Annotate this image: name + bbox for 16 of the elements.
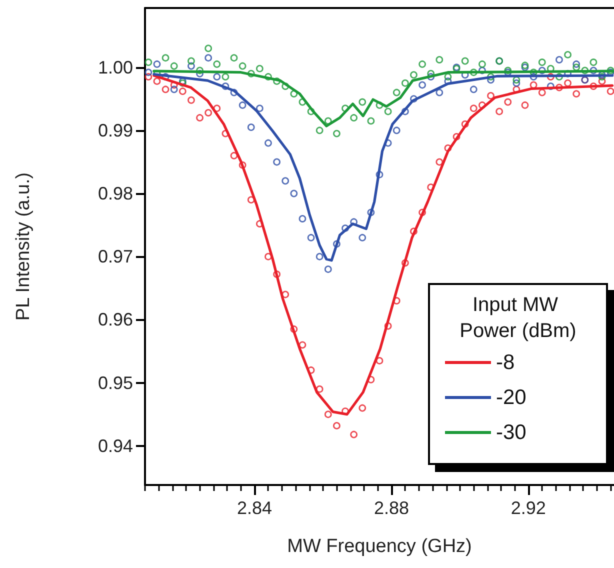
y-tick-label: 0.99 xyxy=(98,120,133,140)
y-tick-label: 1.00 xyxy=(98,57,133,78)
y-tick-label: 0.96 xyxy=(98,310,133,330)
y-axis-title: PL Intensity (a.u.) xyxy=(13,172,34,321)
legend-label: -8 xyxy=(496,351,515,374)
y-tick-label: 0.95 xyxy=(98,372,133,393)
legend-title: Input MW Power (dBm) xyxy=(460,294,576,342)
x-axis-title: MW Frequency (GHz) xyxy=(287,536,472,557)
x-tick-label: 2.84 xyxy=(237,498,272,518)
x-tick-label: 2.92 xyxy=(510,498,546,518)
legend-label: -30 xyxy=(496,421,526,444)
y-tick-label: 0.94 xyxy=(98,436,133,456)
y-tick-label: 0.97 xyxy=(98,246,133,267)
x-tick-label: 2.88 xyxy=(374,498,410,518)
legend-label: -20 xyxy=(496,386,526,409)
y-tick-label: 0.98 xyxy=(98,184,133,204)
